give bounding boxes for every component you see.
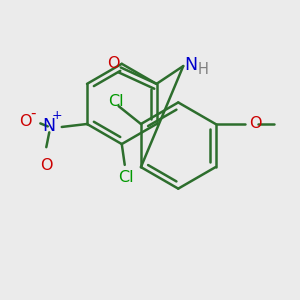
Text: Cl: Cl — [118, 170, 134, 185]
Text: O: O — [249, 116, 261, 131]
Text: O: O — [40, 158, 52, 172]
Text: H: H — [197, 62, 208, 77]
Text: N: N — [42, 117, 55, 135]
Text: O: O — [107, 56, 120, 70]
Text: Cl: Cl — [108, 94, 124, 109]
Text: -: - — [30, 106, 36, 121]
Text: +: + — [51, 110, 62, 122]
Text: O: O — [19, 114, 31, 129]
Text: N: N — [184, 56, 197, 74]
